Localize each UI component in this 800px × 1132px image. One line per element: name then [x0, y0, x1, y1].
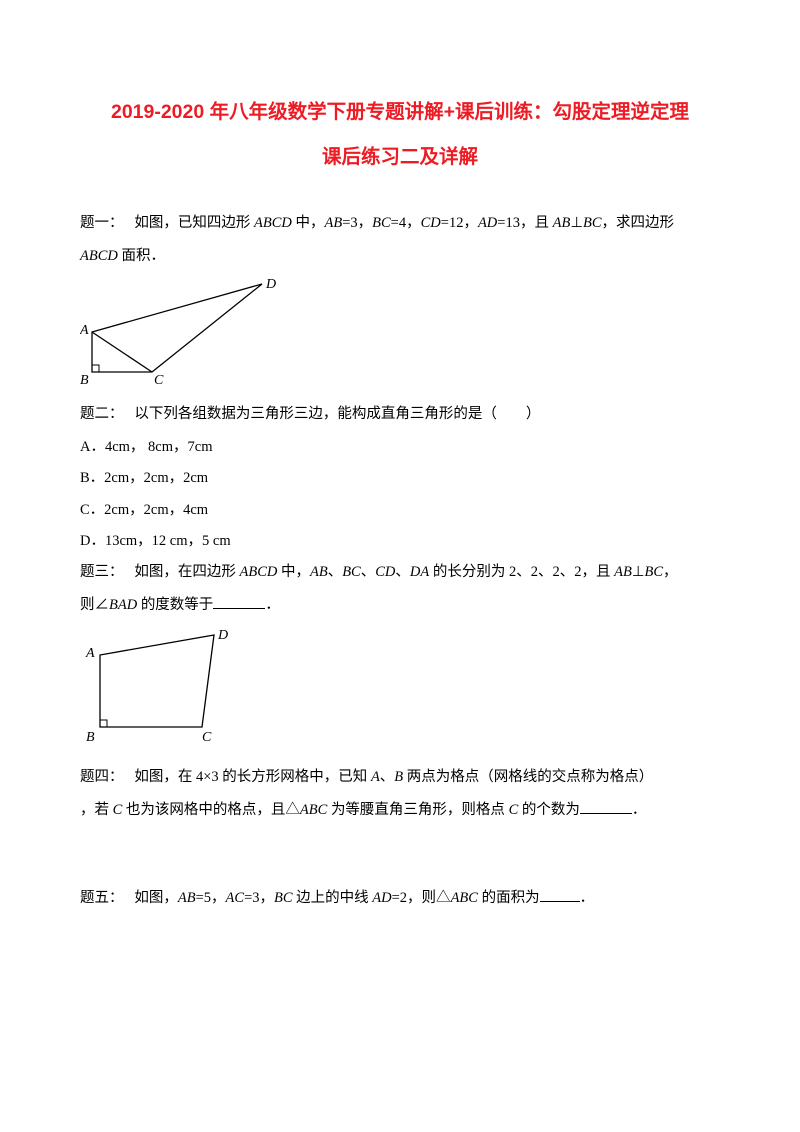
q3-ab: AB — [310, 564, 328, 580]
q1-t7: ⊥ — [570, 215, 583, 231]
q1-t4: =4， — [391, 215, 421, 231]
q1-svg: A B C D — [80, 276, 285, 388]
q1-abcd2: ABCD — [80, 248, 118, 264]
q2-label: 题二： — [80, 406, 124, 422]
question-3-line2: 则∠BAD 的度数等于 ． — [80, 590, 720, 621]
q4-c: C — [113, 802, 123, 818]
q3-figure: A B C D — [80, 625, 720, 748]
q4-abc: ABC — [300, 802, 327, 818]
q3-label-A: A — [85, 646, 95, 661]
q1-label-D: D — [265, 277, 276, 292]
q3-t7: ⊥ — [632, 564, 645, 580]
q4-t2: 、 — [380, 769, 395, 785]
q3-t8: ， — [663, 564, 678, 580]
q3-period: ． — [265, 597, 280, 613]
q5-label: 题五： — [80, 890, 124, 906]
q1-label: 题一： — [80, 215, 124, 231]
q3-t6: 的长分别为 2、2、2、2，且 — [429, 564, 614, 580]
q5-abc: ABC — [451, 890, 478, 906]
q3-label-B: B — [86, 730, 95, 743]
question-2: 题二： 以下列各组数据为三角形三边，能构成直角三角形的是（ ） — [80, 399, 720, 430]
q1-figure: A B C D — [80, 276, 720, 393]
q4-period: ． — [632, 802, 647, 818]
q2-option-a: A．4cm， 8cm，7cm — [80, 432, 720, 463]
q3-svg: A B C D — [80, 625, 240, 743]
q5-t1: 如图， — [134, 890, 178, 906]
q1-t5: =12， — [441, 215, 478, 231]
q1-label-A: A — [80, 323, 89, 338]
q1-label-B: B — [80, 373, 89, 388]
q3-bad: BAD — [109, 597, 137, 613]
q4-l2d: 的个数为 — [518, 802, 580, 818]
q4-t1: 如图，在 4×3 的长方形网格中，已知 — [134, 769, 371, 785]
q1-bcp: BC — [583, 215, 602, 231]
q5-t2: =5， — [196, 890, 226, 906]
q1-bc: BC — [372, 215, 391, 231]
q5-period: ． — [580, 890, 595, 906]
q4-c2: C — [509, 802, 519, 818]
question-3: 题三： 如图，在四边形 ABCD 中，AB、BC、CD、DA 的长分别为 2、2… — [80, 557, 720, 588]
q2-option-d: D．13cm，12 cm，5 cm — [80, 526, 720, 557]
q5-ac: AC — [226, 890, 245, 906]
q5-ad: AD — [372, 890, 391, 906]
q4-l2a: ，若 — [80, 802, 113, 818]
q4-l2b: 也为该网格中的格点，且△ — [122, 802, 300, 818]
q4-a: A — [371, 769, 380, 785]
q5-bc: BC — [274, 890, 293, 906]
q4-label: 题四： — [80, 769, 124, 785]
q5-t5: =2，则△ — [392, 890, 451, 906]
q1-t8: ，求四边形 — [602, 215, 675, 231]
q5-t6: 的面积为 — [478, 890, 540, 906]
q3-label: 题三： — [80, 564, 124, 580]
q3-t2: 中， — [277, 564, 310, 580]
q1-t3: =3， — [342, 215, 372, 231]
q4-t3: 两点为格点（网格线的交点称为格点） — [403, 769, 653, 785]
question-1-line2: ABCD 面积． — [80, 241, 720, 272]
q5-t3: =3， — [244, 890, 274, 906]
q5-ab: AB — [178, 890, 196, 906]
q3-t5: 、 — [395, 564, 410, 580]
q3-bcp: BC — [644, 564, 663, 580]
q3-l2a: 则∠ — [80, 597, 109, 613]
q3-da: DA — [410, 564, 429, 580]
question-1: 题一： 如图，已知四边形 ABCD 中，AB=3，BC=4，CD=12，AD=1… — [80, 208, 720, 239]
q1-t1: 如图，已知四边形 — [134, 215, 254, 231]
question-5: 题五： 如图，AB=5，AC=3，BC 边上的中线 AD=2，则△ABC 的面积… — [80, 883, 720, 914]
q5-t4: 边上的中线 — [293, 890, 373, 906]
q1-abp: AB — [553, 215, 571, 231]
q1-t6: =13，且 — [497, 215, 552, 231]
q4-l2c: 为等腰直角三角形，则格点 — [327, 802, 508, 818]
q4-blank — [580, 800, 632, 815]
q5-blank — [540, 887, 580, 902]
q3-abcd: ABCD — [240, 564, 278, 580]
q2-text: 以下列各组数据为三角形三边，能构成直角三角形的是（ ） — [134, 406, 540, 422]
q2-option-b: B．2cm，2cm，2cm — [80, 463, 720, 494]
q3-cd: CD — [375, 564, 395, 580]
q3-t3: 、 — [328, 564, 343, 580]
q2-option-c: C．2cm，2cm，4cm — [80, 495, 720, 526]
q1-t2: 中， — [292, 215, 325, 231]
q1-t9: 面积． — [118, 248, 165, 264]
title-line-1: 2019-2020 年八年级数学下册专题讲解+课后训练：勾股定理逆定理 — [80, 90, 720, 135]
q1-ad: AD — [478, 215, 497, 231]
q1-label-C: C — [154, 373, 164, 388]
q1-cd: CD — [421, 215, 441, 231]
q3-t4: 、 — [361, 564, 376, 580]
q3-blank — [213, 595, 265, 610]
q4-b: B — [394, 769, 403, 785]
q3-bc: BC — [342, 564, 361, 580]
q3-label-D: D — [217, 628, 228, 643]
q3-l2b: 的度数等于 — [137, 597, 213, 613]
q3-t1: 如图，在四边形 — [134, 564, 239, 580]
q3-label-C: C — [202, 730, 212, 743]
question-4-line2: ，若 C 也为该网格中的格点，且△ABC 为等腰直角三角形，则格点 C 的个数为… — [80, 795, 720, 826]
title-line-2: 课后练习二及详解 — [80, 135, 720, 180]
document-title: 2019-2020 年八年级数学下册专题讲解+课后训练：勾股定理逆定理 课后练习… — [80, 90, 720, 180]
q1-ab: AB — [324, 215, 342, 231]
question-4: 题四： 如图，在 4×3 的长方形网格中，已知 A、B 两点为格点（网格线的交点… — [80, 762, 720, 793]
q1-abcd: ABCD — [254, 215, 292, 231]
q3-abp: AB — [614, 564, 632, 580]
